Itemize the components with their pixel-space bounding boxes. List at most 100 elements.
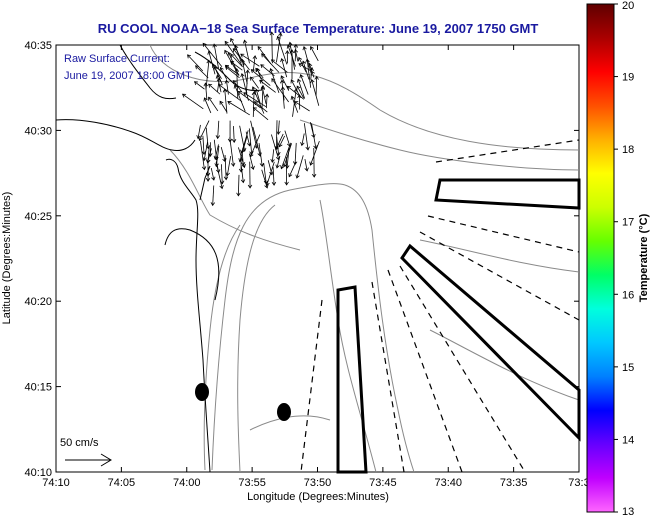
current-vector xyxy=(224,79,230,95)
coastline-ny-harbor xyxy=(55,119,196,151)
current-vector xyxy=(269,31,275,62)
current-vector xyxy=(252,107,269,121)
radar-box-southeast xyxy=(400,243,581,442)
y-axis-ticks: 40:35 40:30 40:25 40:20 40:15 40:10 xyxy=(24,40,579,479)
current-vector xyxy=(247,161,253,189)
x-tick-label: 73:55 xyxy=(238,477,266,489)
y-tick-label: 40:25 xyxy=(24,211,52,223)
current-vector xyxy=(210,168,216,181)
current-vector xyxy=(219,66,228,80)
y-tick-label: 40:35 xyxy=(24,40,52,52)
current-vector xyxy=(280,86,286,101)
current-vector xyxy=(278,135,286,148)
x-tick-label: 73:40 xyxy=(434,477,462,489)
x-axis-label: Longitude (Degrees:Minutes) xyxy=(247,491,389,503)
current-vector xyxy=(212,43,219,69)
current-vector xyxy=(290,95,299,113)
current-vector xyxy=(202,141,208,162)
current-vector xyxy=(193,81,205,90)
current-vector xyxy=(271,167,277,186)
y-tick-label: 40:10 xyxy=(24,467,52,479)
current-vector xyxy=(215,120,221,140)
dashed-line-3 xyxy=(387,269,463,473)
current-vector xyxy=(292,142,298,166)
bathymetry-contour-nearshore xyxy=(203,224,241,471)
current-vector xyxy=(238,155,244,173)
current-vector xyxy=(224,49,237,72)
current-vector xyxy=(213,144,219,160)
current-vector xyxy=(293,49,299,62)
map-title: RU COOL NOAA−18 Sea Surface Temperature:… xyxy=(98,21,539,36)
dashed-line-4 xyxy=(399,265,526,473)
current-vector xyxy=(206,148,212,164)
colorbar-tick-label: 17 xyxy=(622,217,634,229)
current-vector xyxy=(208,96,219,112)
bathymetry-contour-bay xyxy=(169,149,301,251)
colorbar-tick-label: 14 xyxy=(622,434,634,446)
colorbar-tick-label: 20 xyxy=(622,0,634,12)
current-vector xyxy=(258,143,265,167)
bathymetry-contour-southeast xyxy=(429,329,580,401)
current-vector xyxy=(181,93,204,110)
current-vector xyxy=(196,124,201,140)
colorbar-tick-label: 18 xyxy=(622,144,634,156)
current-vector xyxy=(304,158,309,172)
colorbar-tick-label: 19 xyxy=(622,72,634,84)
current-vector xyxy=(202,42,223,67)
current-vector xyxy=(240,53,260,67)
current-vector xyxy=(240,166,246,184)
dashed-line-6 xyxy=(427,215,580,253)
current-vector xyxy=(293,43,299,62)
current-vector xyxy=(280,75,290,91)
current-vector xyxy=(203,97,212,114)
current-vector xyxy=(198,120,210,141)
bathymetry-contour-inner xyxy=(237,204,276,473)
current-vector xyxy=(213,139,219,161)
dashed-line-7 xyxy=(435,139,580,163)
current-vector xyxy=(236,174,241,197)
current-vector xyxy=(288,41,296,70)
x-tick-label: 74:00 xyxy=(173,477,201,489)
current-vector xyxy=(224,40,243,66)
current-vector xyxy=(260,64,275,77)
station-marker-west xyxy=(195,383,209,401)
x-tick-label: 74:05 xyxy=(108,477,136,489)
current-vector xyxy=(269,68,280,93)
scale-arrow xyxy=(65,453,112,467)
current-vector xyxy=(251,91,257,117)
current-vector xyxy=(303,123,310,151)
y-tick-label: 40:15 xyxy=(24,382,52,394)
radar-box-east xyxy=(434,178,581,210)
bathymetry-contour-shelf xyxy=(299,119,580,171)
current-vector xyxy=(213,66,223,85)
dashed-line-1 xyxy=(300,299,323,473)
radar-boxes xyxy=(336,178,581,474)
current-vector xyxy=(250,76,259,89)
current-vector xyxy=(187,54,204,72)
current-vector xyxy=(284,157,289,186)
colorbar-tick-label: 13 xyxy=(622,506,634,518)
station-marker-east xyxy=(277,403,291,421)
current-vector xyxy=(285,50,290,64)
x-tick-label: 73:3 xyxy=(568,477,589,489)
current-vector xyxy=(252,55,257,72)
current-vector xyxy=(201,135,207,155)
current-vector xyxy=(227,101,250,116)
current-vector xyxy=(299,73,309,95)
x-tick-label: 74:10 xyxy=(42,477,70,489)
bathymetry-contour-outer xyxy=(149,44,580,151)
current-vector xyxy=(227,51,240,77)
current-vector xyxy=(205,167,211,182)
current-vector xyxy=(300,133,305,147)
current-vector xyxy=(264,93,270,109)
current-vector xyxy=(223,154,229,181)
map-frame xyxy=(55,44,580,473)
current-vector xyxy=(245,131,252,147)
colorbar-tick-label: 16 xyxy=(622,289,634,301)
current-label-line1: Raw Surface Current: xyxy=(64,53,170,65)
current-vector xyxy=(249,153,255,170)
current-vector xyxy=(286,44,296,67)
current-vector xyxy=(215,161,224,190)
current-vector xyxy=(296,78,306,99)
